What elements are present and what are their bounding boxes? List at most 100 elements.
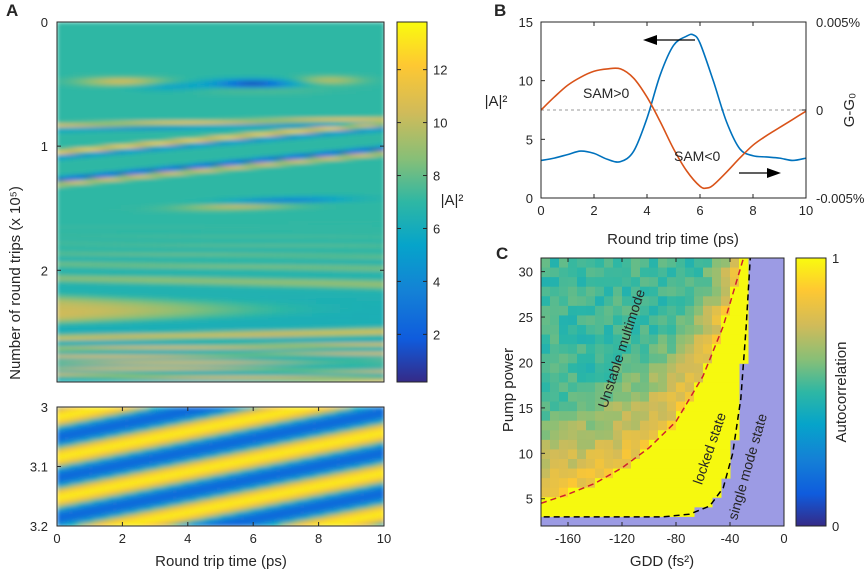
heatmap-cell bbox=[68, 91, 74, 95]
heatmap-cell bbox=[80, 28, 86, 32]
heatmap-cell bbox=[344, 109, 349, 113]
heatmap-cell bbox=[316, 175, 321, 179]
heatmap-cell bbox=[252, 76, 257, 80]
heatmap-cell bbox=[124, 154, 130, 158]
heatmap-cell bbox=[256, 172, 261, 176]
heatmap-cell bbox=[128, 181, 134, 185]
heatmap-cell bbox=[316, 61, 321, 65]
heatmap-cell bbox=[332, 103, 337, 107]
heatmap-cell bbox=[356, 100, 361, 104]
heatmap-cell bbox=[256, 193, 261, 197]
heatmap-cell bbox=[60, 145, 66, 149]
heatmap-cell bbox=[196, 82, 202, 86]
heatmap-cell bbox=[256, 121, 261, 125]
heatmap-cell bbox=[316, 58, 321, 62]
heatmap-cell bbox=[176, 181, 182, 185]
heatmap-cell bbox=[252, 148, 257, 152]
heatmap-cell bbox=[168, 37, 174, 41]
heatmap-cell bbox=[316, 52, 321, 56]
heatmap-cell bbox=[380, 37, 384, 41]
heatmap-cell bbox=[256, 109, 261, 113]
heatmap-cell bbox=[132, 88, 138, 92]
heatmap-cell bbox=[57, 43, 62, 47]
heatmap-cell bbox=[248, 130, 253, 134]
heatmap-cell bbox=[100, 91, 106, 95]
heatmap-cell bbox=[180, 88, 186, 92]
heatmap-cell bbox=[344, 76, 349, 80]
heatmap-cell bbox=[296, 55, 301, 59]
heatmap-cell bbox=[104, 64, 110, 68]
heatmap-cell bbox=[368, 127, 373, 131]
heatmap-cell bbox=[252, 193, 257, 197]
heatmap-cell bbox=[264, 61, 269, 65]
heatmap-cell bbox=[164, 82, 170, 86]
heatmap-cell bbox=[280, 61, 285, 65]
heatmap-cell bbox=[380, 136, 384, 140]
heatmap-cell bbox=[372, 49, 377, 53]
heatmap-cell bbox=[276, 196, 281, 200]
heatmap-cell bbox=[268, 61, 273, 65]
heatmap-cell bbox=[280, 127, 285, 131]
heatmap-cell bbox=[252, 196, 257, 200]
heatmap-cell bbox=[120, 64, 126, 68]
heatmap-cell bbox=[132, 181, 138, 185]
heatmap-cell bbox=[192, 154, 198, 158]
heatmap-cell bbox=[136, 166, 142, 170]
heatmap-cell bbox=[200, 193, 206, 197]
heatmap-cell bbox=[140, 160, 146, 164]
heatmap-cell bbox=[248, 154, 253, 158]
heatmap-cell bbox=[236, 91, 242, 95]
heatmap-cell bbox=[260, 187, 265, 191]
heatmap-cell bbox=[120, 130, 126, 134]
heatmap-cell bbox=[368, 139, 373, 143]
heatmap-cell bbox=[292, 184, 297, 188]
heatmap-cell bbox=[264, 172, 269, 176]
heatmap-cell bbox=[348, 166, 353, 170]
heatmap-cell bbox=[132, 112, 138, 116]
heatmap-cell bbox=[272, 202, 277, 206]
heatmap-cell bbox=[308, 91, 313, 95]
heatmap-cell bbox=[112, 88, 118, 92]
heatmap-cell bbox=[332, 181, 337, 185]
heatmap-cell bbox=[120, 136, 126, 140]
heatmap-cell bbox=[360, 31, 365, 35]
heatmap-cell bbox=[376, 91, 381, 95]
heatmap-cell bbox=[104, 49, 110, 53]
heatmap-cell bbox=[272, 145, 277, 149]
heatmap-cell bbox=[380, 79, 384, 83]
heatmap-cell bbox=[88, 79, 94, 83]
heatmap-cell bbox=[88, 91, 94, 95]
heatmap-cell bbox=[264, 175, 269, 179]
heatmap-cell bbox=[57, 103, 62, 107]
heatmap-cell bbox=[288, 178, 293, 182]
heatmap-cell bbox=[148, 34, 154, 38]
heatmap-cell bbox=[128, 100, 134, 104]
heatmap-cell bbox=[268, 103, 273, 107]
heatmap-cell bbox=[116, 190, 122, 194]
heatmap-cell bbox=[312, 22, 317, 26]
heatmap-cell bbox=[256, 25, 261, 29]
heatmap-cell bbox=[240, 61, 246, 65]
heatmap-cell bbox=[200, 199, 206, 203]
heatmap-cell bbox=[360, 145, 365, 149]
heatmap-cell bbox=[172, 160, 178, 164]
heatmap-cell bbox=[352, 157, 357, 161]
heatmap-cell bbox=[336, 25, 341, 29]
heatmap-cell bbox=[188, 199, 194, 203]
heatmap-cell bbox=[340, 133, 345, 137]
heatmap-cell bbox=[184, 190, 190, 194]
heatmap-cell bbox=[216, 94, 222, 98]
heatmap-cell bbox=[108, 172, 114, 176]
heatmap-cell bbox=[188, 31, 194, 35]
heatmap-cell bbox=[320, 169, 325, 173]
heatmap-cell bbox=[300, 73, 305, 77]
heatmap-cell bbox=[164, 172, 170, 176]
heatmap-cell bbox=[252, 97, 257, 101]
heatmap-cell bbox=[68, 178, 74, 182]
heatmap-cell bbox=[284, 130, 289, 134]
heatmap-cell bbox=[120, 199, 126, 203]
heatmap-cell bbox=[120, 31, 126, 35]
heatmap-cell bbox=[244, 49, 250, 53]
heatmap-cell bbox=[376, 76, 381, 80]
heatmap-cell bbox=[216, 73, 222, 77]
